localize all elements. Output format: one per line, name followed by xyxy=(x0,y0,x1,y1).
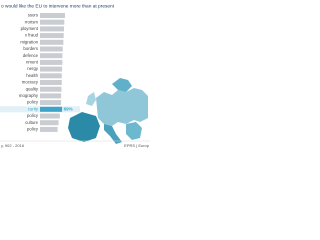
chart-title: o would like the EU to intervene more th… xyxy=(1,3,115,9)
bar xyxy=(40,113,60,119)
category-label: x fraud xyxy=(25,33,39,38)
bar xyxy=(40,46,63,52)
bar xyxy=(40,26,64,32)
category-label: borders xyxy=(23,46,38,51)
category-label: policy xyxy=(27,100,39,105)
category-label: nment xyxy=(26,60,39,65)
category-label: mocracy xyxy=(22,80,39,85)
bar xyxy=(40,59,63,65)
map-iberia xyxy=(68,112,100,142)
value-label: 69% xyxy=(64,106,73,111)
map xyxy=(68,78,148,144)
bar xyxy=(40,53,63,59)
map-north xyxy=(112,78,132,92)
category-label: mography xyxy=(19,93,39,98)
category-label: policy xyxy=(27,113,39,118)
bar xyxy=(40,93,62,99)
credit: EPRS | Europ xyxy=(124,143,150,148)
bar xyxy=(40,39,64,45)
chart: o would like the EU to intervene more th… xyxy=(0,0,150,150)
bar xyxy=(40,13,65,18)
map-uk xyxy=(86,92,96,106)
category-label: ployment xyxy=(21,26,39,31)
map-italy xyxy=(104,124,122,144)
category-label: curity xyxy=(28,106,39,111)
bar xyxy=(40,66,63,72)
category-label: migration xyxy=(20,39,38,44)
category-label: culture xyxy=(25,120,39,125)
bar xyxy=(40,73,62,79)
map-balkans xyxy=(126,122,142,140)
category-label: nergy xyxy=(27,66,39,71)
bar xyxy=(40,33,64,39)
category-label: quality xyxy=(26,86,39,91)
category-label: defence xyxy=(23,53,39,58)
bar xyxy=(40,106,63,112)
bar xyxy=(40,126,58,132)
source: y, 902 - 2016 xyxy=(1,143,25,148)
category-label: policy xyxy=(27,127,39,132)
category-label: health xyxy=(26,73,38,78)
bar xyxy=(40,120,59,126)
bar xyxy=(40,86,62,92)
bar xyxy=(40,100,62,106)
bar xyxy=(40,19,65,25)
map-central-europe xyxy=(96,88,148,126)
bar xyxy=(40,80,62,85)
category-label: ssors xyxy=(28,13,38,18)
category-label: rrorism xyxy=(25,19,39,24)
